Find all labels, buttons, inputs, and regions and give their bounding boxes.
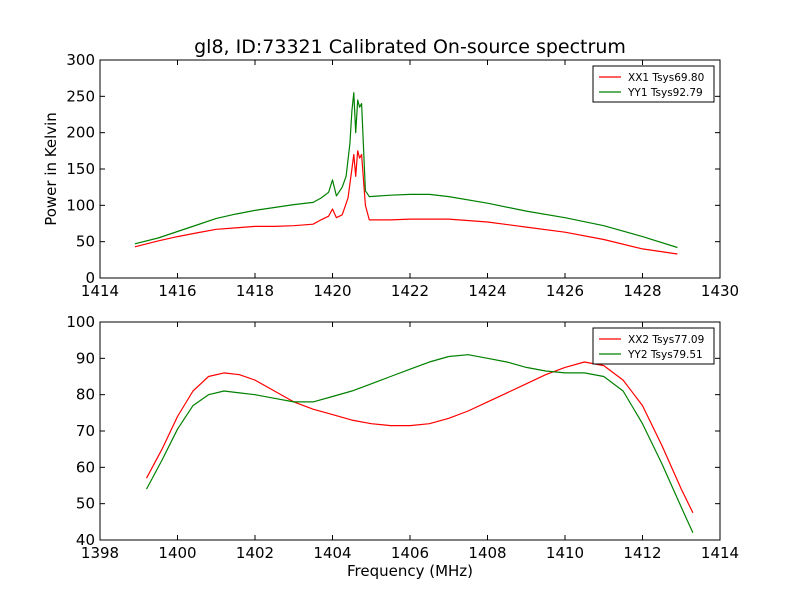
y-tick-label: 300 — [66, 51, 95, 69]
x-tick-label: 1400 — [158, 544, 196, 562]
series-line-2 — [134, 92, 678, 249]
x-tick-label: 1424 — [468, 282, 506, 300]
x-tick-label: 1422 — [391, 282, 429, 300]
x-tick-label: 1426 — [546, 282, 584, 300]
legend-box — [592, 65, 715, 103]
y-tick-label: 80 — [76, 386, 95, 404]
plot-top: 1414 1416 1418 1420 1422 1424 1426 1428 1430 0 50 1… — [42, 51, 739, 300]
y-tick-label: 250 — [66, 87, 95, 105]
x-tick-label: 1410 — [546, 544, 584, 562]
y-tick-label: 150 — [66, 160, 95, 178]
y-tick-label: 200 — [66, 124, 95, 142]
series-line-2 — [145, 354, 694, 533]
x-tick-label: 1418 — [236, 282, 274, 300]
x-tick-label: 1404 — [313, 544, 351, 562]
plot-bottom: 1398 1400 1402 1404 1406 1408 1410 1412 1414 40 50… — [66, 313, 739, 580]
legend-label-1: XX1 Tsys69.80 — [628, 72, 704, 84]
y-tick-label: 60 — [76, 458, 95, 476]
y-tick-label: 0 — [85, 269, 95, 287]
x-tick-label: 1412 — [623, 544, 661, 562]
chart-title: gl8, ID:73321 Calibrated On-source spect… — [194, 36, 626, 58]
x-tick-label: 1428 — [623, 282, 661, 300]
x-tick-label: 1414 — [81, 282, 119, 300]
y-tick-label: 50 — [76, 495, 95, 513]
series-line-1 — [134, 150, 678, 255]
x-tick-label: 1398 — [81, 544, 119, 562]
x-tick-label: 1406 — [391, 544, 429, 562]
x-tick-label: 1414 — [701, 544, 739, 562]
x-tick-label: 1430 — [701, 282, 739, 300]
y-tick-label: 100 — [66, 196, 95, 214]
x-axis-label: Frequency (MHz) — [347, 562, 473, 580]
y-tick-label: 70 — [76, 422, 95, 440]
x-tick-label: 1408 — [468, 544, 506, 562]
legend-box — [592, 327, 715, 365]
legend-label-2: YY2 Tsys79.51 — [627, 349, 703, 361]
y-tick-label: 90 — [76, 349, 95, 367]
x-tick-label: 1420 — [313, 282, 351, 300]
legend-label-1: XX2 Tsys77.09 — [628, 334, 704, 346]
legend-label-2: YY1 Tsys92.79 — [627, 87, 703, 99]
x-tick-label: 1416 — [158, 282, 196, 300]
series-line-1 — [145, 361, 694, 514]
y-tick-label: 100 — [66, 313, 95, 331]
y-tick-label: 50 — [76, 233, 95, 251]
x-tick-label: 1402 — [236, 544, 274, 562]
y-tick-label: 40 — [76, 531, 95, 549]
y-axis-label: Power in Kelvin — [42, 112, 60, 226]
